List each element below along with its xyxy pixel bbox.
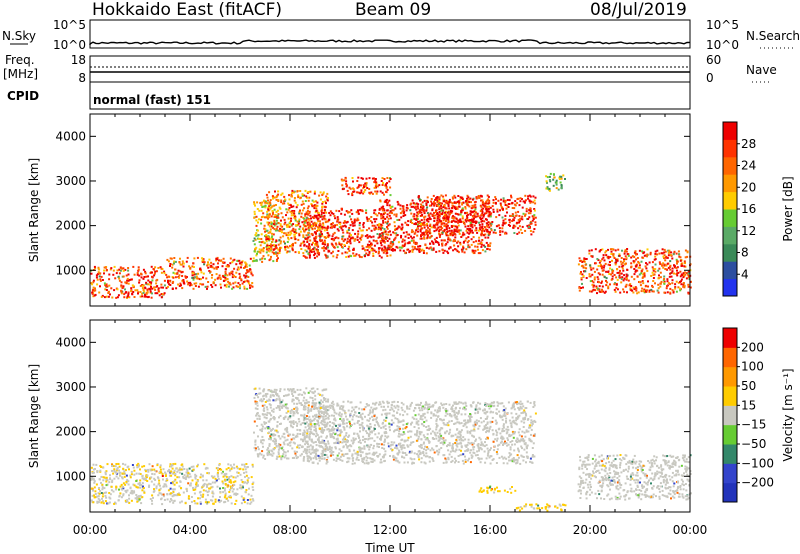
- velocity-colorbar-tick: 50: [741, 379, 756, 393]
- power-colorbar-tick: 20: [741, 180, 756, 194]
- nsearch-tick-bottom: 10^0: [706, 38, 739, 52]
- velocity-colorbar-tick: 15: [741, 398, 756, 412]
- velocity-region-1: [253, 387, 330, 461]
- power-colorbar-tick: 4: [741, 267, 749, 281]
- nsky-strip: N.Sky 10^5 10^0 10^5 10^0 N.Search: [2, 18, 800, 52]
- freq-tick-top: 18: [71, 53, 86, 67]
- velocity-colorbar-tick: −200: [741, 476, 774, 490]
- power-ytick: 1000: [55, 263, 86, 277]
- freq-tick-bottom: 8: [78, 71, 86, 85]
- velocity-ytick: 3000: [55, 380, 86, 394]
- velocity-ytick: 1000: [55, 469, 86, 483]
- x-axis-title: Time UT: [364, 541, 415, 554]
- nsearch-tick-top: 10^5: [706, 18, 739, 32]
- velocity-colorbar-tick: 200: [741, 340, 764, 354]
- power-region-9: [577, 248, 692, 295]
- velocity-ylabel: Slant Range [km]: [27, 364, 41, 468]
- power-region-5: [340, 176, 392, 197]
- nsky-tick-top: 10^5: [53, 18, 86, 32]
- nsky-tick-bottom: 10^0: [53, 38, 86, 52]
- velocity-colorbar-tick: −50: [741, 437, 766, 451]
- x-tick-label: 00:00: [73, 523, 108, 537]
- velocity-region-3: [478, 485, 517, 494]
- x-tick-label: 16:00: [473, 523, 508, 537]
- power-region-1: [165, 256, 254, 290]
- velocity-colorbar-tick: −100: [741, 456, 774, 470]
- nsearch-label: N.Search: [746, 29, 800, 43]
- power-colorbar-tick: 12: [741, 224, 756, 238]
- power-ytick: 2000: [55, 219, 86, 233]
- radar-title: Hokkaido East (fitACF): [92, 0, 282, 20]
- velocity-region-5: [577, 454, 692, 501]
- velocity-colorbar-label: Velocity [m s⁻¹]: [781, 368, 795, 461]
- nsky-trace: [89, 39, 691, 45]
- velocity-region-4: [515, 503, 567, 512]
- cpid-strip: CPID normal (fast) 151: [7, 81, 691, 110]
- power-region-8: [545, 172, 566, 192]
- x-tick-label: 08:00: [273, 523, 308, 537]
- power-colorbar-label: Power [dB]: [781, 176, 795, 241]
- nave-tick-bottom: 0: [706, 71, 714, 85]
- nsky-label: N.Sky: [2, 29, 36, 43]
- power-colorbar-tick: 16: [741, 202, 756, 216]
- power-region-0: [90, 265, 166, 299]
- velocity-colorbar-tick: −15: [741, 418, 766, 432]
- power-colorbar-tick: 8: [741, 246, 749, 260]
- x-tick-label: 20:00: [573, 523, 608, 537]
- x-axis: 00:00 04:00 08:00 12:00 16:00 20:00 00:00: [73, 523, 708, 537]
- velocity-colorbar-tick: 100: [741, 360, 764, 374]
- power-ylabel: Slant Range [km]: [27, 158, 41, 262]
- velocity-ytick: 4000: [55, 335, 86, 349]
- power-ytick: 4000: [55, 129, 86, 143]
- x-tick-label: 04:00: [173, 523, 208, 537]
- velocity-region-2: [302, 400, 537, 465]
- velocity-region-0: [90, 462, 255, 506]
- cpid-label: CPID: [7, 89, 39, 103]
- nave-tick-top: 60: [706, 53, 721, 67]
- power-region-7: [415, 194, 537, 237]
- freq-strip: Freq. [MHz] 18 8 60 0 Nave: [3, 53, 777, 85]
- date-title: 08/Jul/2019: [590, 0, 687, 20]
- power-colorbar: 28 24 20 16 12 8 4 Power [dB]: [722, 121, 795, 297]
- x-tick-label: 12:00: [373, 523, 408, 537]
- power-ytick: 3000: [55, 174, 86, 188]
- freq-label: Freq.: [5, 53, 35, 67]
- cpid-value: normal (fast) 151: [93, 93, 211, 107]
- velocity-panel: 4000 3000 2000 1000 Slant Range [km] 200 100 50…: [27, 319, 795, 513]
- power-colorbar-tick: 28: [741, 137, 756, 151]
- power-panel: 4000 3000 2000 1000 Slant Range [km] 28 24 20 16…: [27, 113, 795, 307]
- power-colorbar-tick: 24: [741, 159, 756, 173]
- velocity-colorbar: 200 100 50 15 −15 −50 −100 −200 Velocity [m s⁻¹]: [722, 327, 795, 503]
- freq-unit-label: [MHz]: [3, 67, 38, 81]
- velocity-ytick: 2000: [55, 425, 86, 439]
- x-tick-label: 00:00: [673, 523, 708, 537]
- beam-title: Beam 09: [355, 0, 431, 20]
- nave-label: Nave: [746, 63, 777, 77]
